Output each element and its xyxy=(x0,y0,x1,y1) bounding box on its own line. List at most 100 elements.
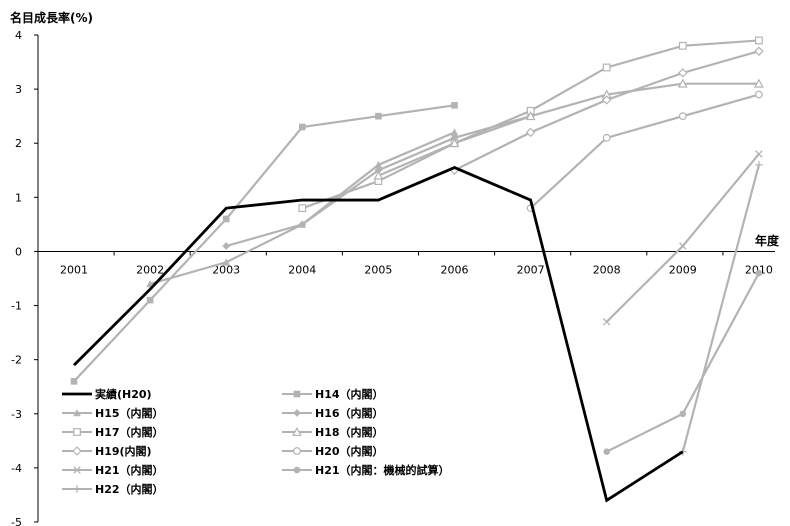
x-tick-label: 2001 xyxy=(60,263,88,276)
legend: 実績(H20) H14（内閣） H15（内閣） H16（内閣） H17（内閣） H18（内… xyxy=(62,387,450,496)
data-point xyxy=(299,123,306,131)
data-point xyxy=(525,111,536,121)
axes xyxy=(34,34,775,523)
legend-label: H20（内閣） xyxy=(315,444,384,458)
legend-label: 実績(H20) xyxy=(95,387,152,401)
series-line xyxy=(681,164,760,452)
x-axis-title: 年度 xyxy=(755,233,780,248)
series-line xyxy=(73,166,684,503)
series-4 xyxy=(298,36,763,213)
legend-item: H16（内閣） xyxy=(282,406,384,420)
y-axis-title: 名目成長率(%) xyxy=(10,10,93,25)
legend-marker xyxy=(292,426,302,436)
data-point xyxy=(754,36,763,45)
data-point xyxy=(755,90,763,99)
data-point xyxy=(298,220,307,229)
legend-item: H21（内閣：機械的試算） xyxy=(282,463,450,477)
data-point xyxy=(375,112,382,120)
data-point xyxy=(298,204,307,213)
data-point xyxy=(374,160,383,169)
x-tick-label: 2009 xyxy=(669,263,697,276)
x-tick-label: 2005 xyxy=(364,263,392,276)
series-lines xyxy=(70,36,764,503)
data-point xyxy=(373,170,384,180)
legend-marker xyxy=(293,390,301,398)
data-point xyxy=(70,378,78,385)
data-point xyxy=(678,68,688,78)
series-10 xyxy=(679,161,763,456)
legend-label: H22（内閣） xyxy=(95,482,164,496)
data-point xyxy=(146,296,154,304)
data-point xyxy=(677,78,688,88)
data-point xyxy=(754,46,764,56)
x-tick-label: 2006 xyxy=(441,263,469,276)
y-tick-label: -1 xyxy=(11,300,22,313)
legend-label: H16（内閣） xyxy=(315,406,384,420)
series-line xyxy=(605,153,760,323)
data-point xyxy=(449,138,460,148)
legend-marker xyxy=(73,409,81,417)
data-point xyxy=(602,318,611,326)
y-tick-label: -5 xyxy=(11,516,22,526)
y-tick-label: 2 xyxy=(15,137,22,150)
legend-marker xyxy=(73,466,81,474)
legend-marker xyxy=(293,409,301,417)
data-point xyxy=(601,95,612,105)
x-tick-label: 2004 xyxy=(288,263,316,276)
legend-item: H15（内閣） xyxy=(62,406,164,420)
legend-label: H17（内閣） xyxy=(95,425,164,439)
legend-marker xyxy=(293,466,301,474)
data-point xyxy=(679,410,687,418)
legend-item: H22（内閣） xyxy=(62,482,164,496)
series-line xyxy=(529,93,760,209)
legend-item: H17（内閣） xyxy=(62,425,164,439)
data-point xyxy=(450,133,459,142)
data-point xyxy=(755,150,763,158)
series-1 xyxy=(70,102,458,385)
legend-label: H15（内閣） xyxy=(95,406,164,420)
data-point xyxy=(678,41,687,50)
legend-item: H19(内閣) xyxy=(62,444,152,458)
legend-label: H18（内閣） xyxy=(315,425,384,439)
data-point xyxy=(678,112,687,121)
y-tick-label: 3 xyxy=(15,83,22,96)
data-point xyxy=(755,161,763,169)
x-tick-label: 2003 xyxy=(212,263,240,276)
y-tick-label: -3 xyxy=(11,408,22,421)
x-tick-labels: 2001200220032004200520062007200820092010 xyxy=(60,263,773,276)
y-tick-label: 1 xyxy=(15,191,22,204)
data-point xyxy=(755,269,763,277)
data-point xyxy=(451,102,458,109)
series-line xyxy=(73,104,455,383)
series-9 xyxy=(603,269,763,455)
series-5 xyxy=(373,78,764,180)
data-point xyxy=(603,448,610,455)
legend-label: H21（内閣：機械的試算） xyxy=(315,463,450,477)
y-tick-label: 0 xyxy=(15,245,22,258)
series-line xyxy=(301,39,759,210)
series-0 xyxy=(73,166,684,503)
series-8 xyxy=(602,150,763,326)
x-tick-label: 2007 xyxy=(517,263,545,276)
x-tick-label: 2002 xyxy=(136,263,164,276)
legend-marker xyxy=(73,428,81,436)
y-tick-label: -4 xyxy=(11,462,22,475)
legend-label: H21（内閣） xyxy=(95,463,164,477)
series-7 xyxy=(526,90,763,213)
data-point xyxy=(374,166,383,175)
data-point xyxy=(222,258,231,266)
data-point xyxy=(753,78,764,88)
legend-marker xyxy=(73,485,81,493)
legend-marker xyxy=(293,447,301,455)
data-point xyxy=(602,133,611,142)
data-point xyxy=(602,63,611,72)
series-line xyxy=(377,82,759,177)
legend-item: H14（内閣） xyxy=(282,387,384,401)
legend-item: H18（内閣） xyxy=(282,425,384,439)
legend-item: H21（内閣） xyxy=(62,463,164,477)
y-tick-label: -2 xyxy=(11,354,22,367)
y-tick-label: 4 xyxy=(15,29,22,42)
x-tick-label: 2008 xyxy=(593,263,621,276)
legend-marker xyxy=(72,446,82,456)
y-tick-labels: 4 3 2 1 0 -1 -2 -3 -4 -5 xyxy=(11,29,22,526)
